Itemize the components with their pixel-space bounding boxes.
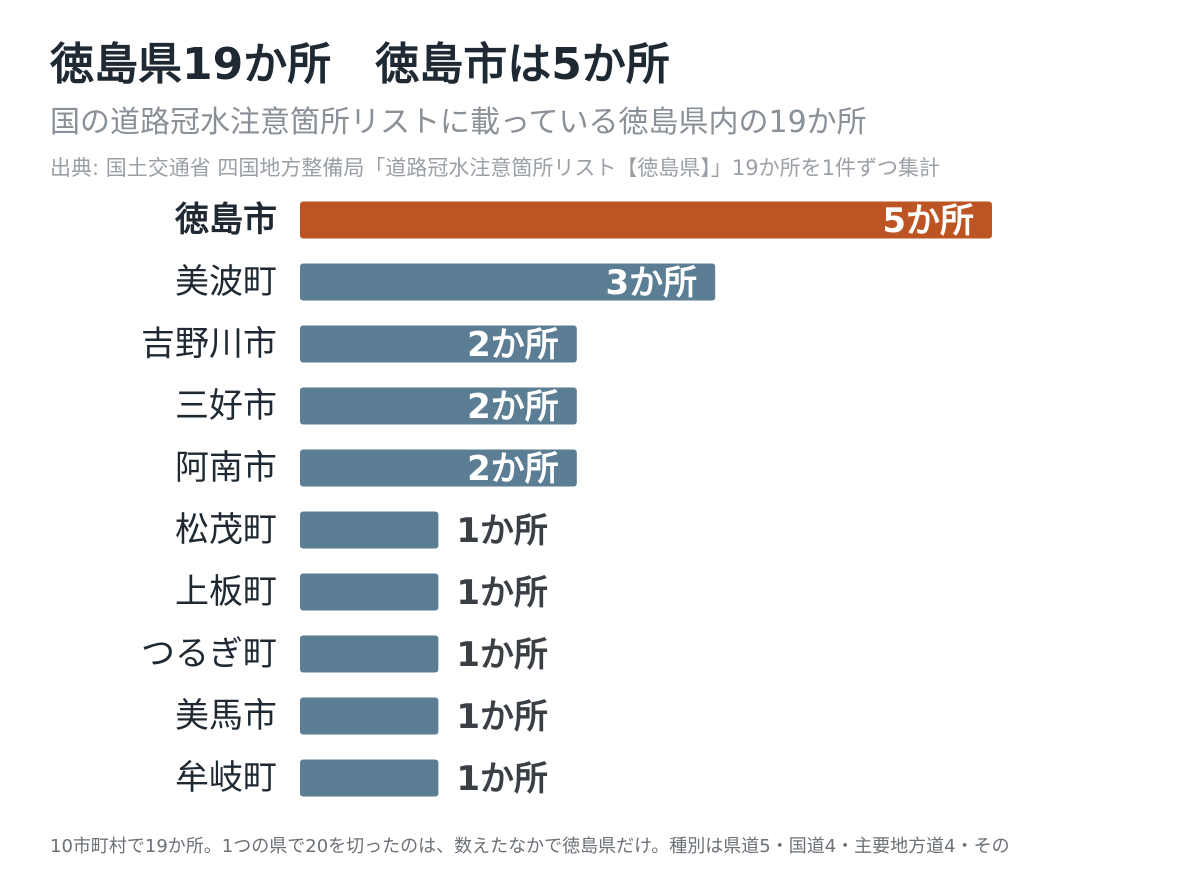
category-label: 美馬市: [175, 696, 277, 736]
bar-group: 上板町 1か所: [175, 572, 548, 613]
bar-group: 牟岐町 1か所: [175, 758, 548, 799]
bar-group: 松茂町 1か所: [175, 510, 548, 551]
bar-group: 三好市 2か所: [175, 386, 577, 427]
value-label: 2か所: [467, 325, 559, 365]
bar: [300, 697, 439, 735]
category-label: 吉野川市: [141, 324, 277, 364]
bar: [300, 387, 577, 425]
value-label: 1か所: [456, 635, 548, 675]
bar: [300, 511, 439, 549]
category-label: 松茂町: [175, 510, 277, 550]
category-label: 上板町: [175, 572, 277, 612]
bar: [300, 635, 439, 673]
category-label: 阿南市: [175, 448, 277, 488]
bar: [300, 201, 992, 239]
category-label: つるぎ町: [141, 634, 277, 674]
value-label: 1か所: [456, 573, 548, 613]
bar: [300, 449, 577, 487]
chart-footnote: 10市町村で19か所。1つの県で20を切ったのは、数えたなかで徳島県だけ。種別は…: [50, 836, 1010, 857]
chart-title: 徳島県19か所 徳島市は5か所: [50, 39, 670, 90]
chart-source: 出典: 国土交通省 四国地方整備局「道路冠水注意箇所リスト【徳島県】」19か所を…: [50, 156, 941, 180]
value-label: 5か所: [882, 201, 974, 241]
bar: [300, 573, 439, 611]
value-label: 1か所: [456, 697, 548, 737]
category-label: 牟岐町: [175, 758, 277, 798]
bar-group: つるぎ町 1か所: [141, 634, 548, 675]
category-label: 美波町: [175, 262, 277, 302]
category-label: 徳島市: [174, 200, 277, 240]
category-label: 三好市: [175, 386, 277, 426]
value-label: 2か所: [467, 449, 559, 489]
value-label: 2か所: [467, 387, 559, 427]
chart-subtitle: 国の道路冠水注意箇所リストに載っている徳島県内の19か所: [50, 105, 867, 140]
bar-group: 美馬市 1か所: [175, 696, 548, 737]
bar: [300, 759, 439, 797]
bar: [300, 325, 577, 363]
bar: [300, 263, 716, 301]
bar-group: 阿南市 2か所: [175, 448, 577, 489]
bar-group: 吉野川市 2か所: [141, 324, 577, 365]
value-label: 1か所: [456, 511, 548, 551]
value-label: 1か所: [456, 759, 548, 799]
value-label: 3か所: [606, 263, 698, 303]
bar-group: 美波町 3か所: [175, 262, 716, 303]
bar-group: 徳島市 5か所: [174, 200, 992, 241]
